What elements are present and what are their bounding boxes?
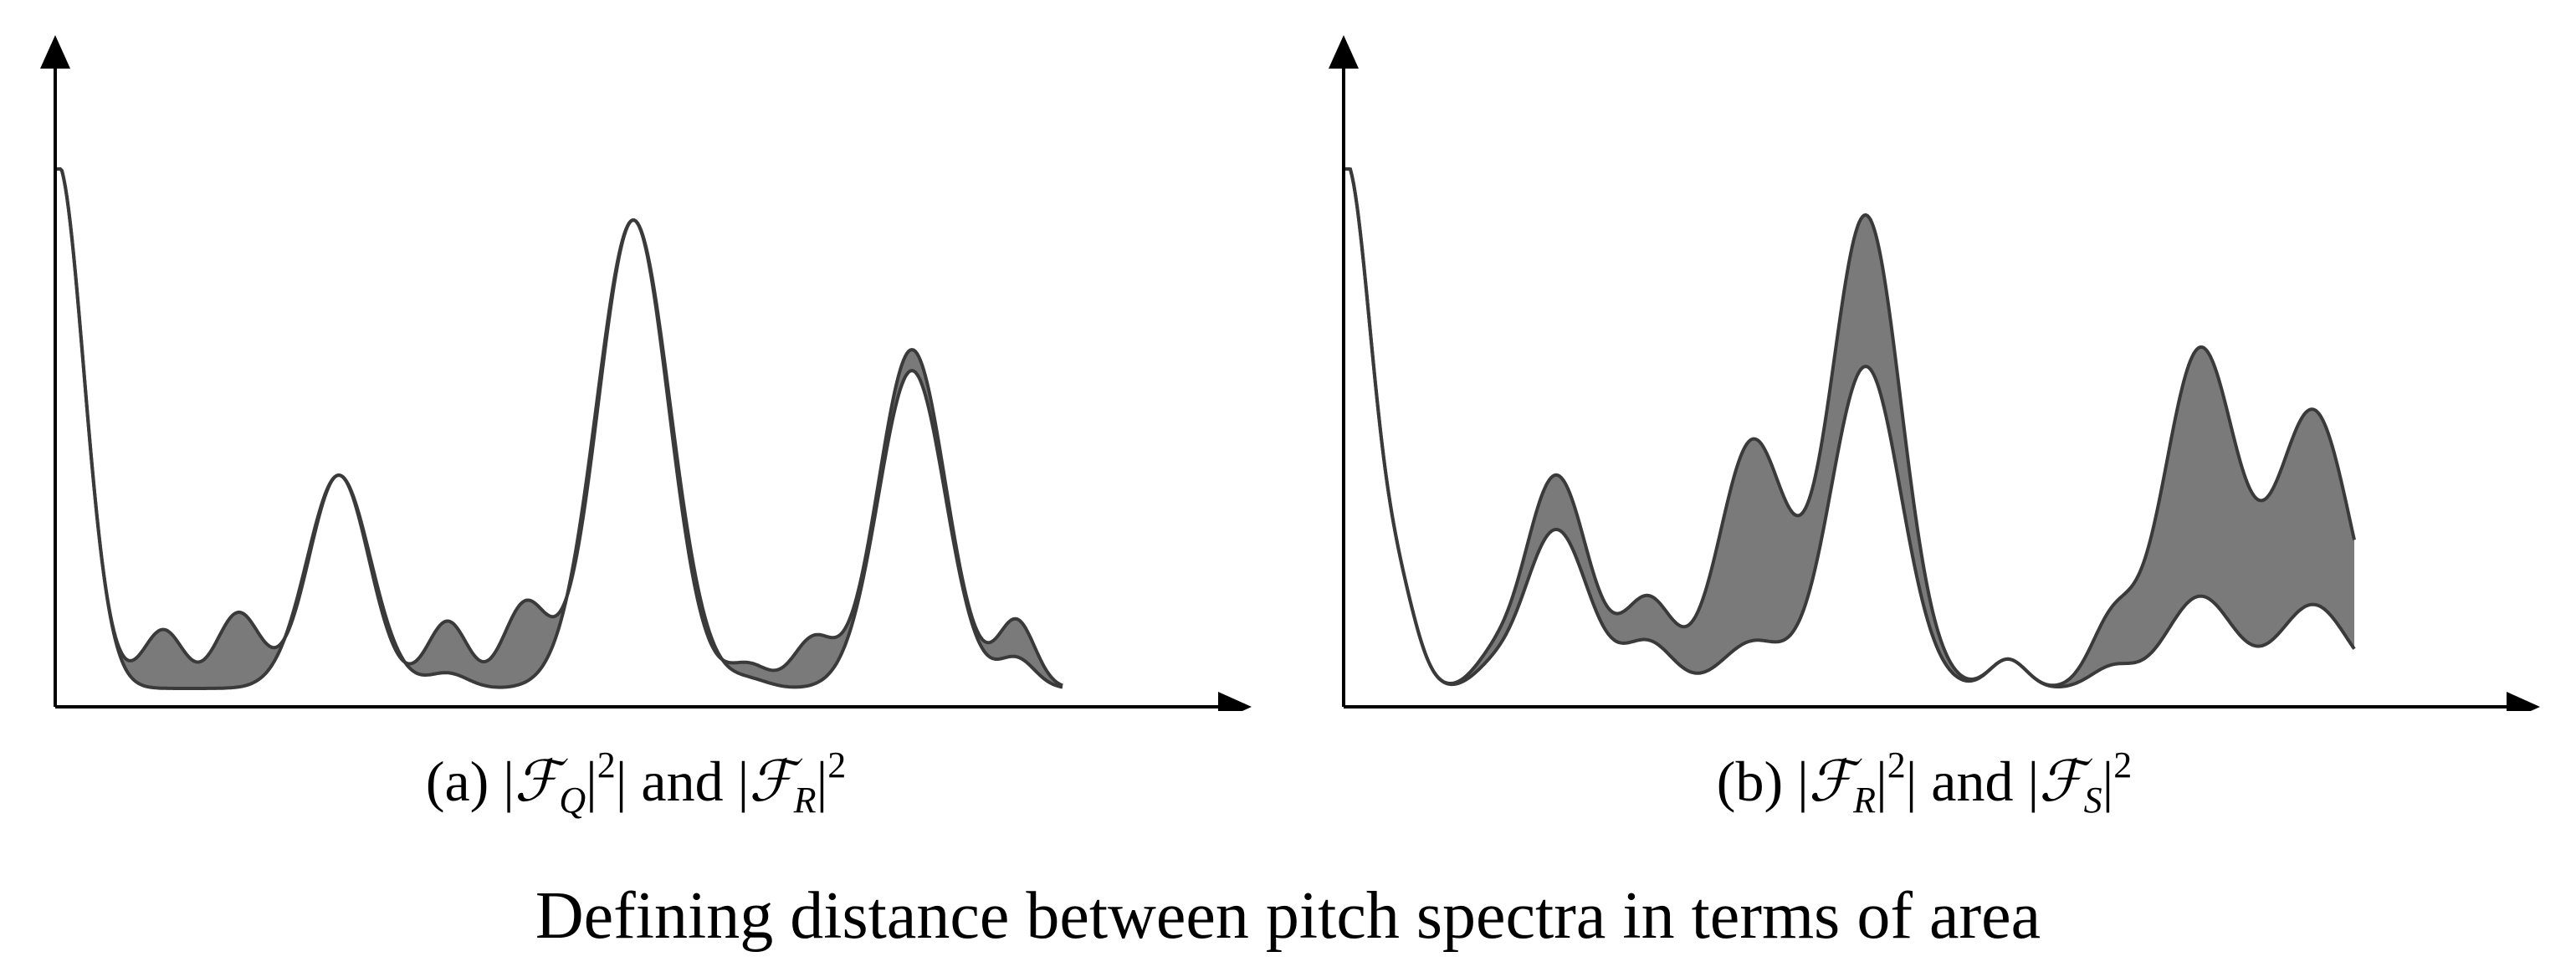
spectrum-plot-a xyxy=(40,35,1252,711)
panel-b: (b) |ℱR|2| and |ℱS|2 xyxy=(1288,25,2560,821)
spectrum-curve-2-b xyxy=(1344,167,2356,688)
caption-b: (b) |ℱR|2| and |ℱS|2 xyxy=(1716,744,2133,821)
y-axis-arrow-b xyxy=(1329,35,1359,69)
spectrum-curve-1-b xyxy=(1344,167,2356,688)
spectrum-curve-1-a xyxy=(55,167,1063,688)
x-axis-arrow-b xyxy=(2507,692,2540,711)
x-axis-arrow-a xyxy=(1218,692,1252,711)
y-axis-arrow-a xyxy=(40,35,70,69)
caption-a: (a) |ℱQ|2| and |ℱR|2 xyxy=(425,744,847,821)
spectrum-curve-2-a xyxy=(55,167,1063,690)
spectrum-plot-b xyxy=(1329,35,2540,711)
figure-title: Defining distance between pitch spectra … xyxy=(535,879,2041,953)
difference-area-a xyxy=(55,169,1063,688)
difference-area-b xyxy=(1344,169,2354,687)
panel-a: (a) |ℱQ|2| and |ℱR|2 xyxy=(0,25,1272,821)
